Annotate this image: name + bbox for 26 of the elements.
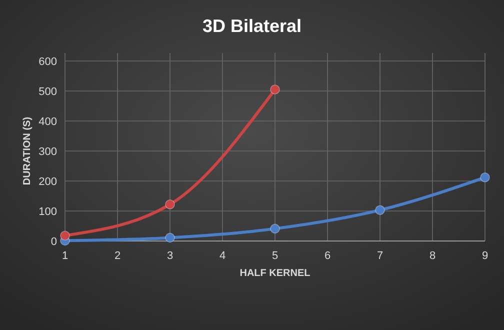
x-tick-label: 8 xyxy=(429,250,436,262)
point xyxy=(60,230,70,240)
x-axis-title: HALF KERNEL xyxy=(240,268,310,279)
y-tick-label: 500 xyxy=(38,86,57,98)
y-tick-label: 0 xyxy=(50,236,57,248)
point xyxy=(270,84,280,94)
y-tick-label: 200 xyxy=(38,176,57,188)
point xyxy=(270,224,280,234)
x-tick-label: 7 xyxy=(376,250,384,262)
x-tick-label: 2 xyxy=(114,250,121,262)
x-tick-label: 9 xyxy=(482,250,488,262)
x-tick-label: 6 xyxy=(324,250,331,262)
y-tick-label: 100 xyxy=(38,206,57,218)
y-tick-label: 400 xyxy=(38,116,57,128)
point xyxy=(165,232,175,243)
y-tick-label: 600 xyxy=(38,56,57,68)
point xyxy=(480,172,490,182)
x-tick-label: 1 xyxy=(62,250,68,262)
point xyxy=(165,200,175,210)
x-tick-label: 3 xyxy=(166,250,174,262)
chart-title: 3D Bilateral xyxy=(202,16,302,36)
x-tick-label: 4 xyxy=(219,250,226,262)
y-axis-title: DURATION (S) xyxy=(22,116,33,186)
point xyxy=(375,205,385,215)
x-tick-label: 5 xyxy=(272,250,278,262)
y-tick-label: 300 xyxy=(38,146,57,158)
